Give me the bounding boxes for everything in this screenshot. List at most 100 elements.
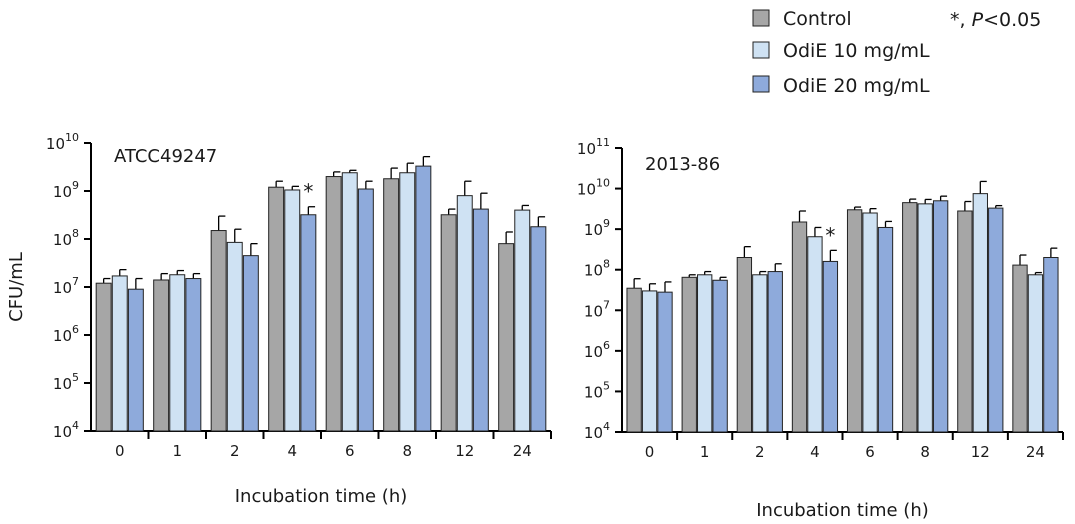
y-tick-label: 1010: [577, 177, 610, 199]
significance-value: <0.05: [983, 9, 1041, 31]
bar: [988, 207, 1004, 433]
legend-swatch-odie20: [752, 75, 770, 93]
y-tick-base: 10: [53, 423, 72, 441]
y-tick-exponent: 7: [603, 298, 610, 311]
legend-label-control: Control: [783, 8, 852, 30]
legend-label-odie20: OdiE 20 mg/mL: [783, 75, 930, 97]
legend-swatch-odie10: [752, 41, 770, 59]
bar: [268, 186, 285, 432]
y-tick-exponent: 5: [603, 379, 610, 392]
y-tick-exponent: 4: [603, 420, 610, 433]
significance-asterisk: *: [303, 180, 313, 204]
bar: [657, 291, 673, 433]
x-tick-label: 4: [287, 442, 297, 460]
x-tick-label: 1: [700, 443, 710, 461]
bar: [681, 276, 697, 433]
y-tick-base: 10: [584, 424, 603, 442]
bar: [284, 189, 301, 432]
y-tick-base: 10: [53, 183, 72, 201]
significance-asterisk: *: [825, 223, 835, 247]
x-tick-label: 4: [810, 443, 820, 461]
x-axis-label: Incubation time (h): [756, 500, 929, 521]
x-tick-label: 2: [230, 442, 240, 460]
x-tick-label: 8: [402, 442, 412, 460]
y-tick-exponent: 7: [72, 275, 79, 288]
y-tick-base: 10: [577, 140, 596, 158]
y-tick-exponent: 6: [603, 339, 610, 352]
significance-prefix: *,: [950, 9, 972, 31]
y-tick-label: 105: [53, 371, 79, 393]
bar: [498, 243, 515, 432]
bar: [341, 172, 358, 432]
x-tick-label: 2: [755, 443, 765, 461]
y-tick-label: 1011: [577, 136, 610, 158]
y-tick-exponent: 4: [72, 419, 79, 432]
y-tick-exponent: 5: [72, 371, 79, 384]
y-tick-label: 106: [584, 339, 610, 361]
y-tick-exponent: 8: [72, 227, 79, 240]
y-tick-exponent: 8: [603, 258, 610, 271]
x-tick-label: 24: [1026, 443, 1045, 461]
panel-title: 2013-86: [645, 154, 720, 175]
bar: [357, 188, 374, 432]
y-tick-base: 10: [584, 302, 603, 320]
y-tick-label: 105: [584, 379, 610, 401]
legend-label-odie10: OdiE 10 mg/mL: [783, 40, 930, 62]
y-tick-base: 10: [53, 279, 72, 297]
panel-title: ATCC49247: [114, 146, 217, 167]
bar: [169, 274, 186, 432]
x-tick-label: 24: [513, 442, 532, 460]
bar: [972, 193, 988, 433]
y-tick-exponent: 6: [72, 323, 79, 336]
y-tick-base: 10: [53, 327, 72, 345]
bar: [822, 260, 839, 433]
y-tick-exponent: 10: [596, 177, 610, 190]
bar: [752, 274, 768, 433]
bar: [641, 290, 658, 433]
bar: [440, 214, 457, 432]
legend-swatch-control: [752, 9, 770, 27]
bar: [807, 236, 823, 433]
x-tick-label: 1: [172, 442, 182, 460]
bar: [626, 287, 642, 433]
y-tick-exponent: 11: [596, 136, 610, 149]
bar: [932, 200, 949, 433]
bar: [111, 275, 128, 432]
y-tick-base: 10: [584, 262, 603, 280]
bar: [902, 202, 918, 433]
x-tick-label: 6: [345, 442, 355, 460]
bar: [1027, 274, 1044, 433]
bar: [846, 209, 863, 433]
y-tick-exponent: 9: [72, 179, 79, 192]
bar: [862, 212, 878, 433]
bar: [877, 226, 894, 433]
y-tick-base: 10: [46, 135, 65, 153]
x-tick-label: 0: [115, 442, 125, 460]
bar: [415, 165, 432, 432]
y-tick-base: 10: [53, 231, 72, 249]
bar: [712, 279, 728, 433]
y-tick-label: 109: [53, 179, 79, 201]
y-axis-label: CFU/mL: [6, 252, 27, 322]
x-tick-label: 8: [920, 443, 930, 461]
bar: [472, 208, 489, 432]
bar: [917, 203, 933, 433]
x-axis-label: Incubation time (h): [235, 486, 408, 507]
y-tick-label: 104: [584, 420, 610, 442]
bar: [514, 209, 531, 432]
bar: [242, 255, 259, 432]
bar: [185, 278, 202, 432]
y-tick-label: 107: [584, 298, 610, 320]
y-tick-label: 104: [53, 419, 79, 441]
y-tick-base: 10: [584, 343, 603, 361]
bar: [153, 279, 170, 432]
bar: [383, 178, 400, 432]
y-tick-label: 109: [584, 217, 610, 239]
bar: [767, 271, 783, 433]
bar: [530, 226, 547, 432]
bar: [1043, 257, 1059, 433]
legend: Control OdiE 10 mg/mL OdiE 20 mg/mL: [752, 8, 930, 97]
bar: [210, 230, 227, 432]
